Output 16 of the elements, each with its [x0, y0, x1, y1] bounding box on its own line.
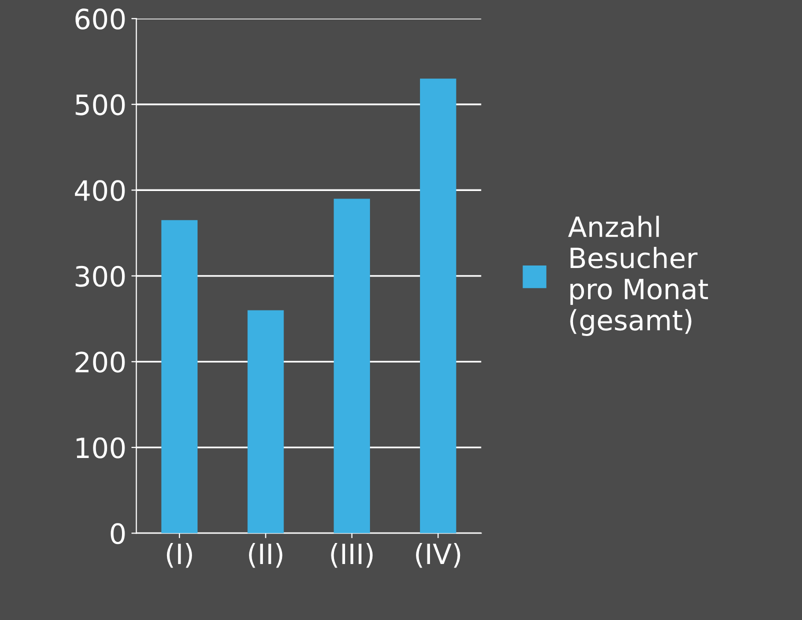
x-tick-label: (IV) [416, 542, 460, 568]
y-tick-label: 300 [76, 266, 125, 287]
y-tick-label: 100 [76, 437, 125, 458]
bar [420, 78, 456, 534]
x-tick-label: (I) [166, 542, 192, 568]
y-tick-label: 600 [76, 8, 125, 30]
x-tick-label: (II) [249, 542, 282, 568]
bar [334, 198, 370, 534]
legend-label: Anzahl Besucher pro Monat (gesamt) [568, 216, 708, 336]
x-tick-label: (III) [331, 542, 373, 568]
y-tick-label: 200 [76, 352, 125, 373]
y-tick-label: 0 [110, 523, 125, 544]
y-tick-label: 400 [74, 180, 125, 202]
y-tick-label: 500 [76, 94, 125, 116]
bar [248, 310, 284, 534]
bar [161, 220, 198, 534]
